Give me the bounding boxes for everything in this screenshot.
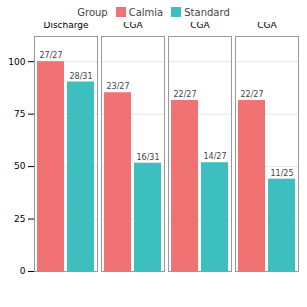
html-text:Standard: Standard	[184, 6, 230, 18]
svg-text:14/27: 14/27	[203, 152, 226, 161]
svg-text:Discharge: Discharge	[43, 22, 89, 30]
svg-text:28/31: 28/31	[69, 72, 92, 81]
svg-text:100: 100	[8, 57, 25, 67]
svg-text:16/31: 16/31	[136, 153, 159, 162]
svg-text:27/27: 27/27	[39, 51, 62, 60]
html-text:Calmia: Calmia	[128, 6, 164, 18]
svg-text:22/27: 22/27	[173, 90, 196, 99]
svg-text:75: 75	[14, 109, 25, 119]
svg-text:50: 50	[14, 161, 26, 171]
svg-text:23/27: 23/27	[106, 82, 129, 91]
svg-text:0: 0	[20, 266, 26, 276]
html-text:Group: Group	[77, 6, 108, 18]
svg-text:25: 25	[14, 214, 25, 224]
svg-text:Six WeeksCGA: Six WeeksCGA	[177, 22, 223, 30]
svg-text:11/25: 11/25	[270, 169, 293, 178]
svg-text:TwelveWeeksCGA: TwelveWeeksCGA	[251, 22, 283, 30]
svg-text:22/27: 22/27	[240, 90, 263, 99]
svg-text:TwoWeeksCGA: TwoWeeksCGA	[118, 22, 148, 30]
